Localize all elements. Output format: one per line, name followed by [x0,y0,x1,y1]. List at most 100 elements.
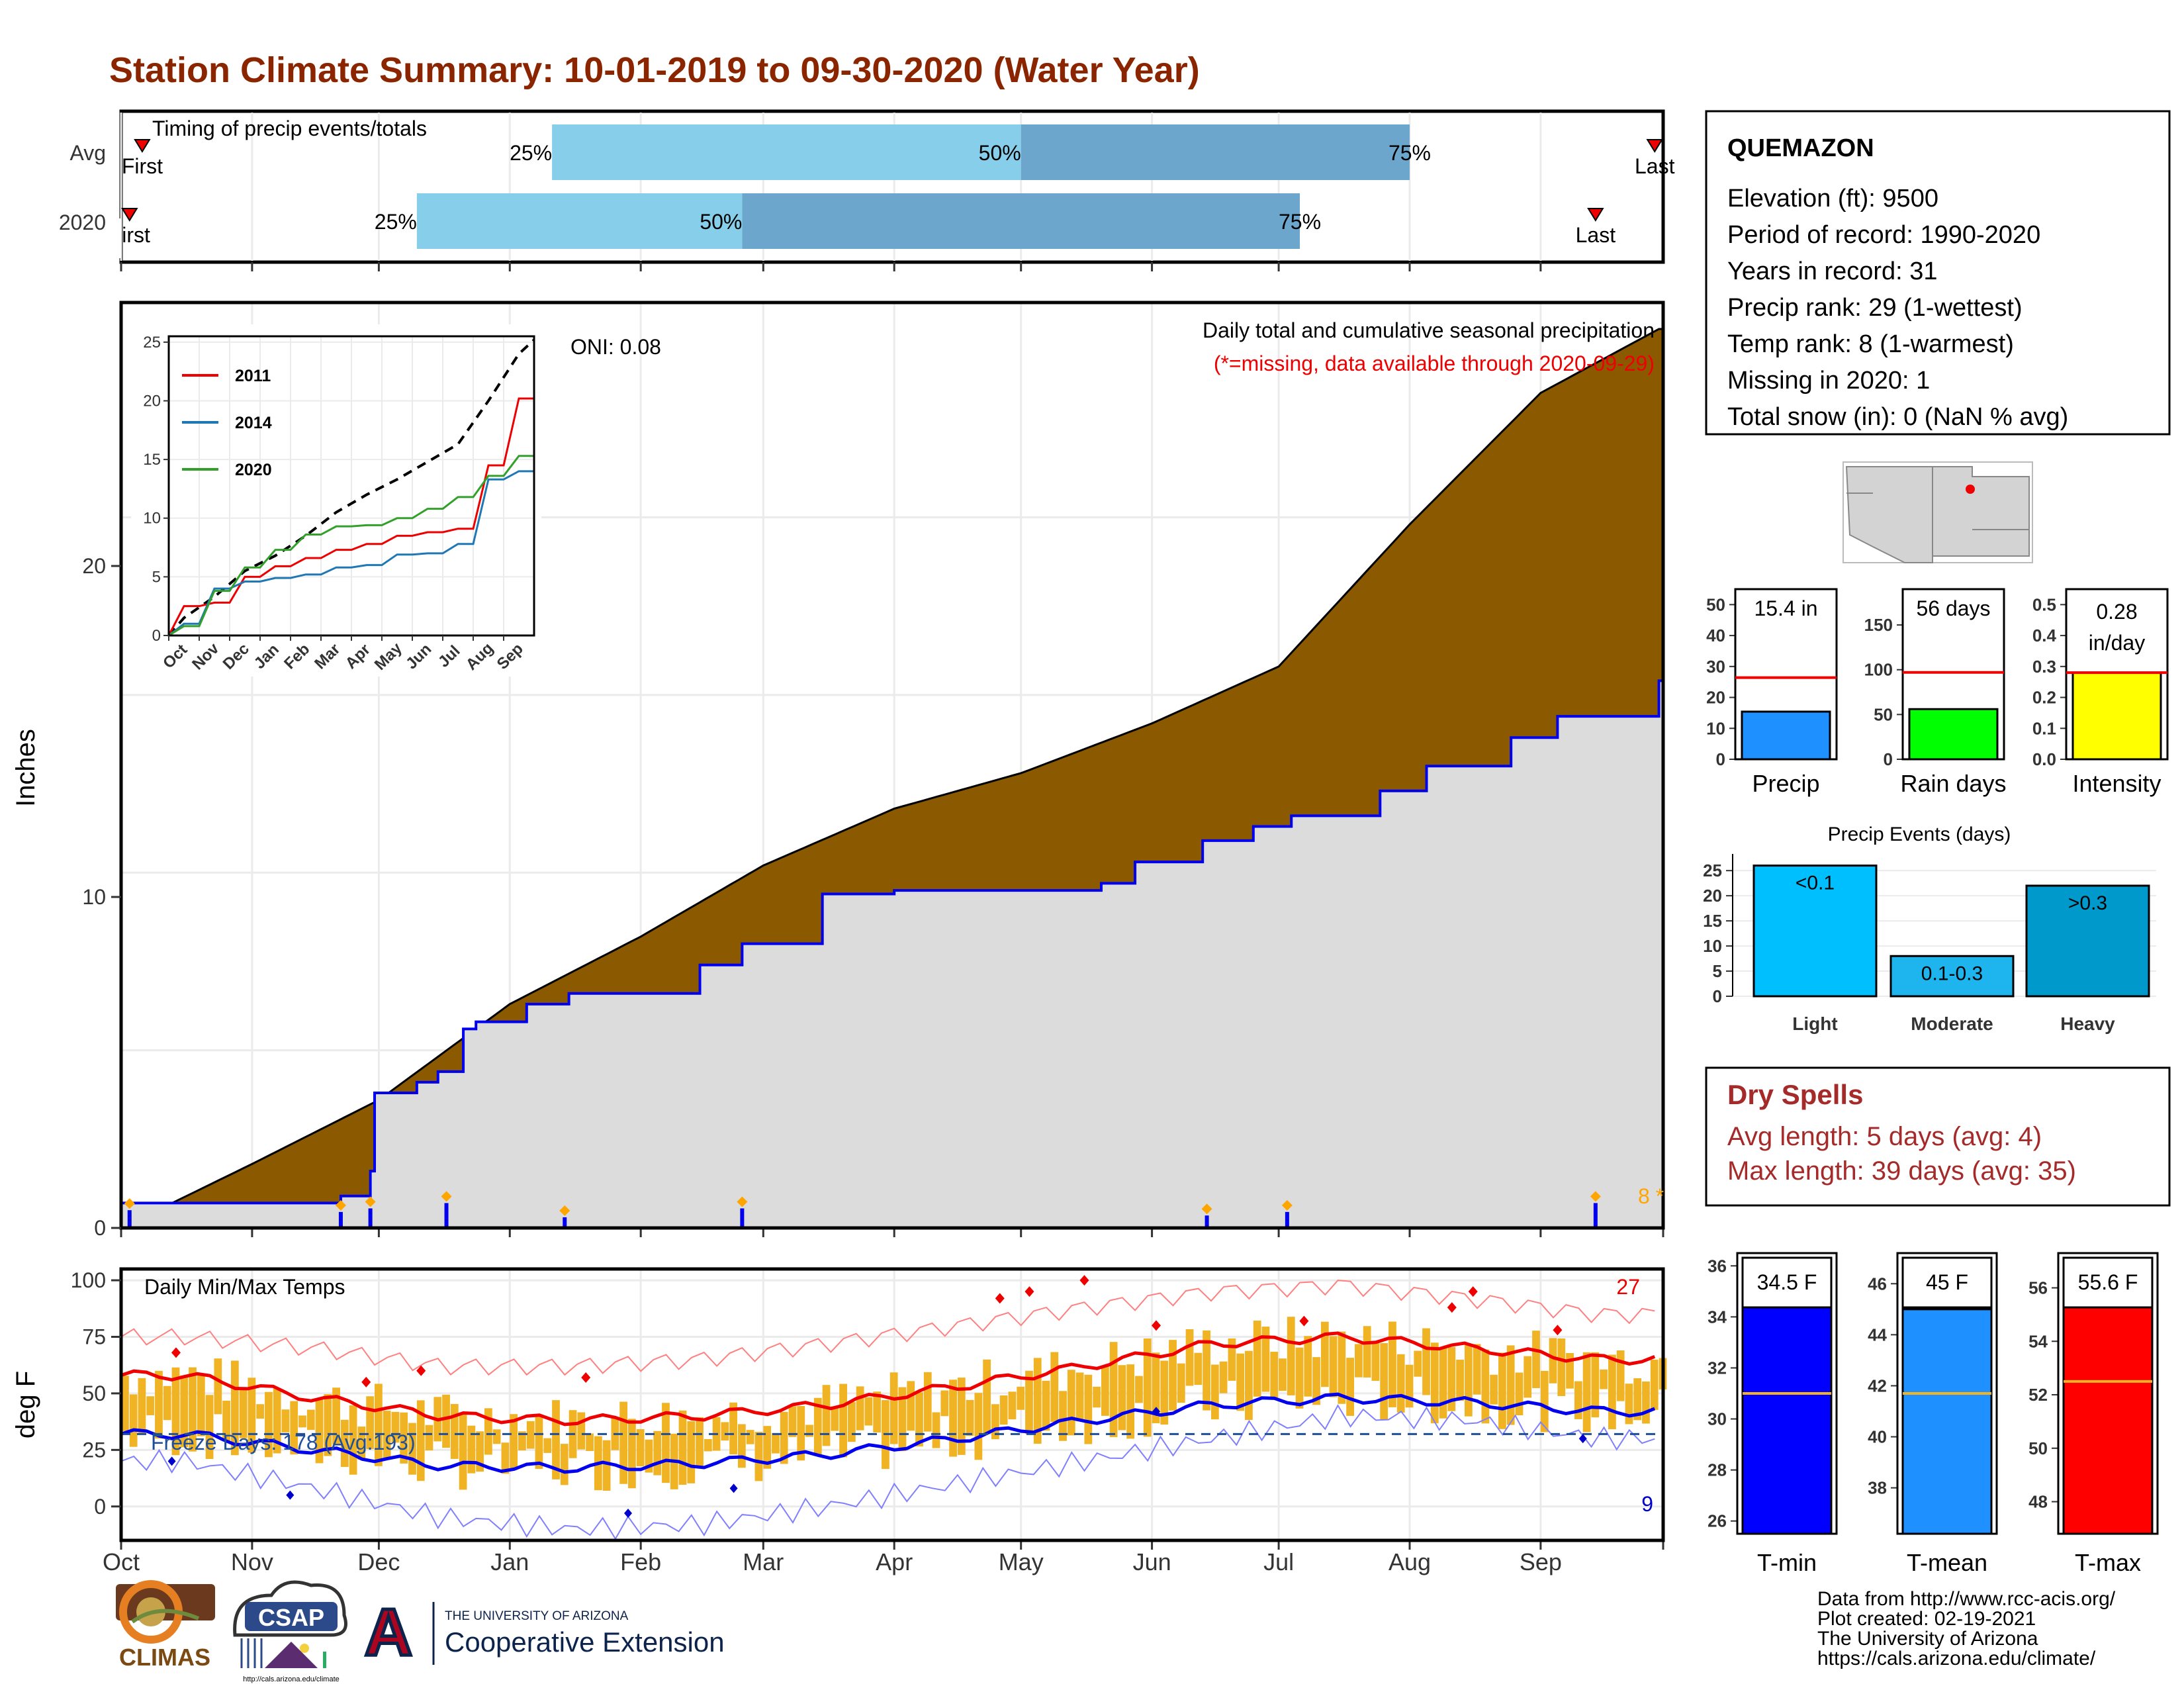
daily-temp-bar [1059,1391,1067,1441]
footer-line-4: https://cals.arizona.edu/climate/ [1817,1648,2096,1669]
month-label: Nov [231,1548,273,1575]
daily-temp-bar [729,1402,737,1455]
daily-temp-bar [1279,1358,1287,1391]
temp-y-label: deg F [11,1371,40,1438]
daily-precip-marker [737,1196,748,1207]
month-label: Apr [876,1548,913,1575]
timing-label: Timing of precip events/totals [152,117,427,140]
daily-temp-bar [1405,1364,1414,1408]
daily-temp-bar [1464,1344,1473,1417]
station-years: Years in record: 31 [1727,258,1938,285]
temp-summary-name: T-mean [1907,1549,1987,1576]
temp-summary-tick-label: 32 [1707,1358,1727,1378]
missing-marker: 8 * [1638,1184,1664,1208]
daily-precip-marker [559,1205,570,1216]
daily-temp-bar [889,1372,898,1444]
daily-temp-bar [1304,1336,1312,1397]
daily-temp-bar [932,1412,940,1448]
timing-row-avg-label: Avg [69,141,106,165]
footer-line-3: The University of Arizona [1817,1628,2038,1650]
daily-temp-bar [1430,1342,1439,1424]
inset-legend: 2011 2014 2020 [182,367,272,479]
daily-temp-bar [391,1411,400,1443]
inset-lines [167,338,535,637]
timing-bar-50-75 [742,193,1300,249]
daily-temp-bar [864,1397,873,1426]
month-label: Sep [1520,1548,1562,1575]
temp-summary-value-label: 34.5 F [1757,1270,1817,1294]
inset-y-tick-label: 20 [143,392,161,410]
daily-temp-bar [459,1413,467,1490]
temp-summary-tick-label: 54 [2028,1331,2048,1351]
station-info: QUEMAZON Elevation (ft): 9500 Period of … [1705,110,2171,436]
daily-temp-bar [1633,1378,1642,1421]
temp-lines [120,1280,1663,1540]
dry-spells-box [1705,1066,2171,1207]
daily-temp-bar [645,1439,653,1473]
daily-temp-bar [121,1376,129,1431]
mini-bar-tick-label: 0.4 [2032,626,2057,645]
record-high-marker [416,1365,426,1376]
events-tick-label: 5 [1713,961,1722,981]
daily-temp-bar [1160,1360,1169,1425]
daily-temp-bar [239,1389,248,1438]
climas-logo: CLIMAS [116,1580,215,1671]
station-name: QUEMAZON [1727,134,1874,162]
temp-y-tick-label: 50 [82,1382,106,1405]
temp-summary-tick-label: 40 [1868,1427,1887,1447]
daily-temp-bar [974,1393,983,1460]
mini-bar-frame [2065,588,2169,761]
record-low-marker [167,1456,176,1466]
mini-bar-frame [1901,588,2005,761]
temp-y-tick-label: 0 [94,1495,106,1519]
month-label: Oct [103,1548,140,1575]
daily-temp-bar [501,1442,510,1474]
2020-cumulative-line [121,679,1663,1205]
events-bar-label: 0.1-0.3 [1921,962,1983,984]
daily-temp-bar [543,1438,552,1453]
daily-precip-marker [1281,1199,1293,1211]
daily-temp-bar [1447,1346,1456,1411]
daily-temp-bar [189,1367,197,1452]
daily-temp-bar [1261,1327,1270,1392]
daily-temp-bar [408,1423,416,1475]
daily-temp-bar [1177,1363,1185,1403]
daily-precip-bar [563,1217,567,1228]
daily-temp-bar [915,1392,923,1447]
daily-temp-bar [1236,1353,1245,1411]
daily-temp-bar [1329,1336,1338,1397]
mini-bar-name: Rain days [1900,770,2006,797]
temp-summary-name: T-min [1757,1549,1817,1576]
precip-bar [1741,710,1831,761]
mini-bar-tick-label: 0.1 [2032,718,2056,738]
month-label: Jun [1133,1548,1171,1575]
daily-temp-bar [577,1412,586,1450]
precip-events-title: Precip Events (days) [1828,823,2011,845]
daily-temp-bar [1456,1360,1464,1401]
daily-temp-bar [763,1426,772,1469]
record-low-marker [624,1509,633,1518]
temp-summary-tick-label: 34 [1707,1307,1727,1327]
daily-temp-bar [1616,1350,1625,1401]
temp-y-ticks: 0 25 50 75 100 [71,1268,121,1519]
daily-temp-bar [1532,1331,1540,1389]
daily-precip-bar [127,1210,132,1228]
daily-temp-bar [1118,1365,1126,1430]
events-bar-moderate [1889,955,2015,998]
daily-temp-bar [619,1401,628,1484]
daily-temp-bar [1042,1380,1050,1431]
inset-grid [168,336,534,636]
daily-temp-bar [1075,1372,1084,1422]
daily-temp-bar [222,1400,230,1442]
daily-temp-bar [586,1433,594,1452]
daily-temp-bar [746,1430,754,1444]
mini-bar-tick-label: 150 [1864,615,1893,635]
daily-temp-bar [1093,1386,1101,1408]
record-low-marker [286,1490,295,1500]
daily-temp-bar [1109,1342,1118,1437]
station-missing: Missing in 2020: 1 [1727,367,1930,395]
mini-bar-tick-label: 0 [1884,749,1893,769]
mini-bar-value-label: 56 days [1916,596,1990,620]
events-bar-light [1752,865,1878,998]
